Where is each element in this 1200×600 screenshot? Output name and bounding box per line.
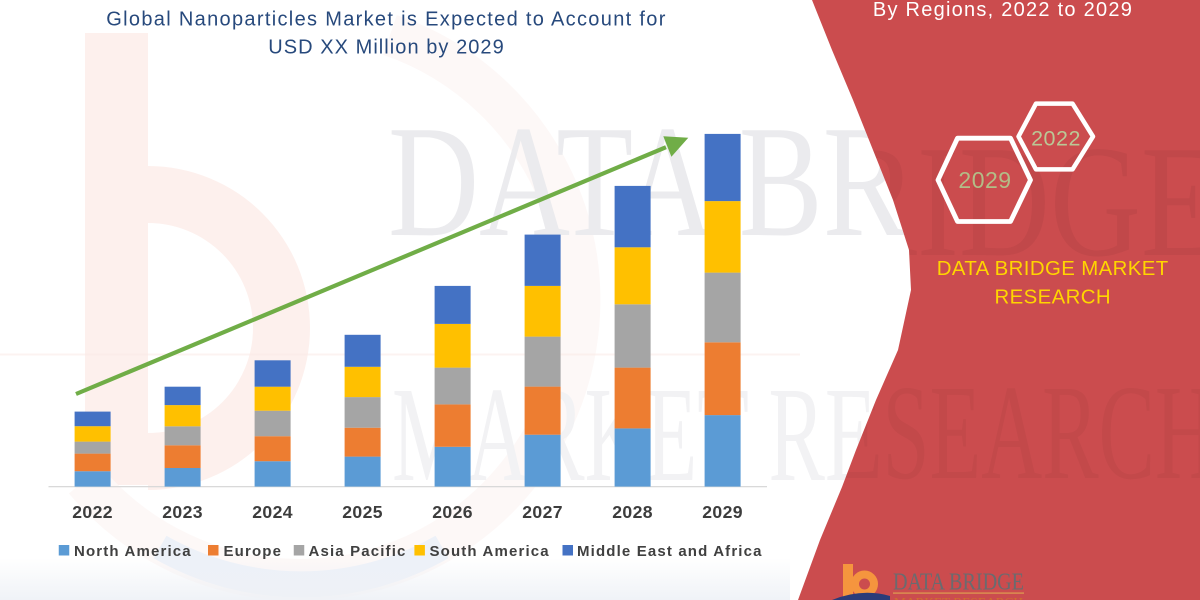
svg-text:North America: North America <box>74 543 192 560</box>
svg-text:DATA BRIDGE MARKET: DATA BRIDGE MARKET <box>937 258 1169 280</box>
svg-text:South America: South America <box>430 543 550 560</box>
svg-text:RESEARCH: RESEARCH <box>994 287 1111 309</box>
svg-text:2027: 2027 <box>522 502 563 522</box>
svg-text:2025: 2025 <box>342 502 383 522</box>
svg-text:USD XX Million by 2029: USD XX Million by 2029 <box>268 36 505 58</box>
svg-text:Europe: Europe <box>224 543 283 560</box>
svg-text:2029: 2029 <box>702 502 743 522</box>
svg-text:2029: 2029 <box>958 167 1011 193</box>
svg-text:2022: 2022 <box>72 502 113 522</box>
svg-text:2028: 2028 <box>612 502 653 522</box>
svg-text:2026: 2026 <box>432 502 473 522</box>
svg-text:Middle East and Africa: Middle East and Africa <box>577 543 763 560</box>
svg-text:2022: 2022 <box>1031 126 1081 150</box>
svg-text:2024: 2024 <box>252 502 293 522</box>
svg-text:Global Nanoparticles Market is: Global Nanoparticles Market is Expected … <box>106 9 666 31</box>
svg-text:Asia Pacific: Asia Pacific <box>309 543 407 560</box>
svg-text:DATA BRIDGE: DATA BRIDGE <box>893 570 1024 596</box>
svg-text:By Regions, 2022 to 2029: By Regions, 2022 to 2029 <box>873 0 1133 21</box>
svg-text:MARKET RESEARCH: MARKET RESEARCH <box>894 596 1023 600</box>
svg-text:2023: 2023 <box>162 502 203 522</box>
